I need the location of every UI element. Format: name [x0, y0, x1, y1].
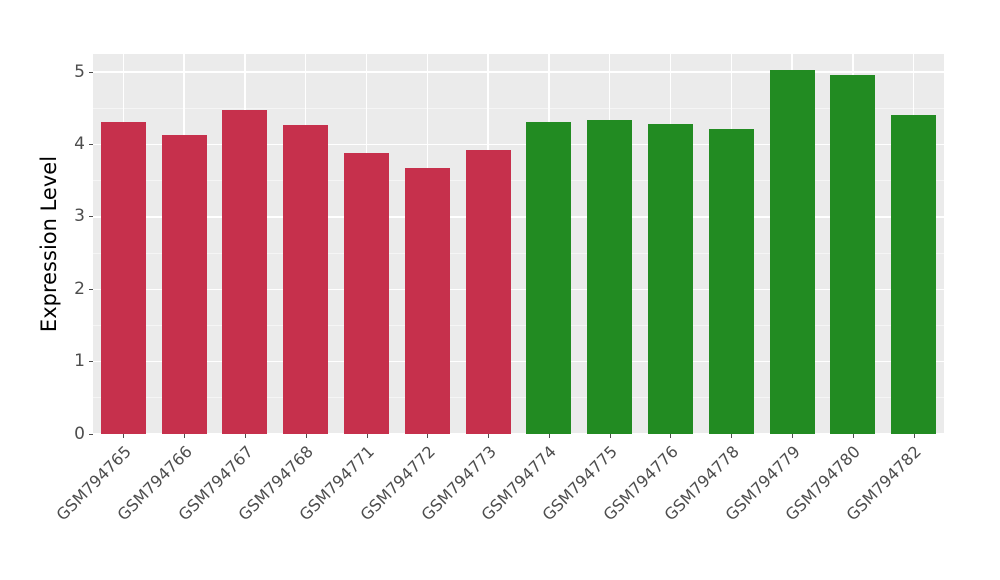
y-axis-tick-label: 4: [74, 133, 85, 154]
x-axis-tick-mark: [123, 434, 125, 438]
y-axis-tick-mark: [89, 71, 93, 73]
y-axis-tick-label: 1: [74, 351, 85, 372]
bar: [404, 168, 450, 434]
y-axis-tick-label: 2: [74, 278, 85, 299]
bar: [161, 135, 207, 434]
gridline-major-y: [93, 433, 944, 434]
bar: [587, 119, 633, 434]
gridline-major-y: [93, 216, 944, 218]
bar: [283, 124, 329, 434]
x-axis: GSM794765 GSM794766 GSM794767 GSM794768 GSM7…: [52, 434, 944, 580]
y-axis-tick-mark: [89, 433, 93, 435]
bar: [647, 123, 693, 434]
y-axis-tick-mark: [89, 216, 93, 218]
x-axis-tick-mark: [244, 434, 246, 438]
x-axis-tick-mark: [305, 434, 307, 438]
bar: [100, 122, 146, 434]
gridline-major-y: [93, 71, 944, 73]
x-axis-tick-mark: [731, 434, 733, 438]
gridline-minor-y: [93, 107, 944, 109]
x-axis-tick-mark: [184, 434, 186, 438]
x-axis-tick-mark: [366, 434, 368, 438]
x-axis-tick-mark: [427, 434, 429, 438]
bar: [708, 128, 754, 434]
bar: [830, 75, 876, 434]
gridline-minor-y: [93, 252, 944, 254]
gridline-major-y: [93, 288, 944, 290]
bar: [465, 149, 511, 434]
bar: [891, 114, 937, 434]
x-axis-tick-mark: [913, 434, 915, 438]
y-axis-tick-label: 0: [74, 423, 85, 444]
x-axis-tick-mark: [548, 434, 550, 438]
x-axis-tick-mark: [670, 434, 672, 438]
bar: [526, 122, 572, 434]
y-axis-tick-mark: [89, 143, 93, 145]
gridline-minor-y: [93, 324, 944, 326]
y-axis: 0 1 2 3 4 5: [0, 0, 93, 580]
x-axis-tick-mark: [488, 434, 490, 438]
bar: [222, 110, 268, 434]
y-axis-tick-label: 5: [74, 61, 85, 82]
gridline-minor-y: [93, 397, 944, 399]
bar: [344, 153, 389, 434]
plot-panel: [93, 54, 944, 434]
gridline-major-y: [93, 143, 944, 146]
x-axis-tick-mark: [792, 434, 794, 438]
y-axis-tick-label: 3: [74, 206, 85, 227]
bar: [769, 69, 815, 434]
y-axis-tick-mark: [89, 288, 93, 290]
x-axis-tick-mark: [609, 434, 611, 438]
gridline-major-y: [93, 360, 944, 363]
x-axis-tick-mark: [852, 434, 854, 438]
gridline-minor-y: [93, 180, 944, 182]
y-axis-tick-mark: [89, 361, 93, 363]
